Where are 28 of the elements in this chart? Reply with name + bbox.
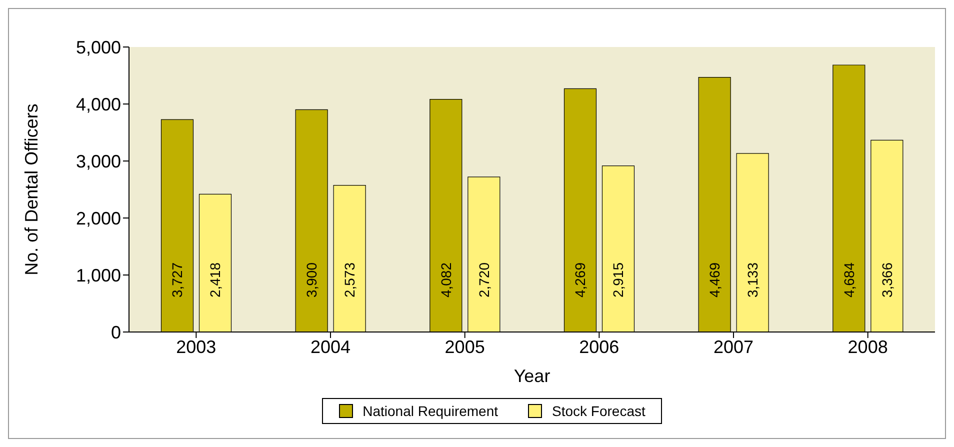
- x-tick-label: 2005: [444, 336, 485, 357]
- x-tick-label: 2007: [713, 336, 754, 357]
- data-label: 2,720: [476, 262, 492, 298]
- data-label: 4,269: [572, 262, 588, 298]
- y-tick-label: 0: [110, 322, 121, 342]
- data-label: 4,469: [706, 262, 723, 298]
- data-label: 3,900: [304, 262, 320, 298]
- data-label: 4,082: [438, 262, 454, 298]
- y-tick-label: 3,000: [76, 151, 121, 172]
- x-tick-label: 2008: [848, 336, 888, 357]
- data-label: 2,573: [342, 262, 358, 298]
- y-tick-label: 4,000: [76, 94, 121, 114]
- data-label: 2,915: [610, 262, 626, 298]
- data-label: 3,366: [878, 262, 895, 298]
- data-label: 3,133: [744, 262, 761, 298]
- y-tick-label: 2,000: [76, 208, 121, 228]
- data-label: 2,418: [207, 262, 224, 298]
- y-tick-label: 1,000: [76, 265, 121, 286]
- y-axis-title: No. of Dental Officers: [21, 104, 42, 276]
- legend-label: Stock Forecast: [551, 403, 646, 419]
- x-tick-label: 2003: [176, 336, 216, 357]
- data-label: 3,727: [169, 262, 186, 298]
- x-axis-title: Year: [514, 366, 550, 386]
- x-tick-label: 2004: [310, 336, 351, 357]
- legend-label: National Requirement: [362, 403, 498, 419]
- y-tick-label: 5,000: [76, 37, 121, 58]
- x-tick-label: 2006: [579, 336, 620, 357]
- data-label: 4,684: [840, 262, 857, 298]
